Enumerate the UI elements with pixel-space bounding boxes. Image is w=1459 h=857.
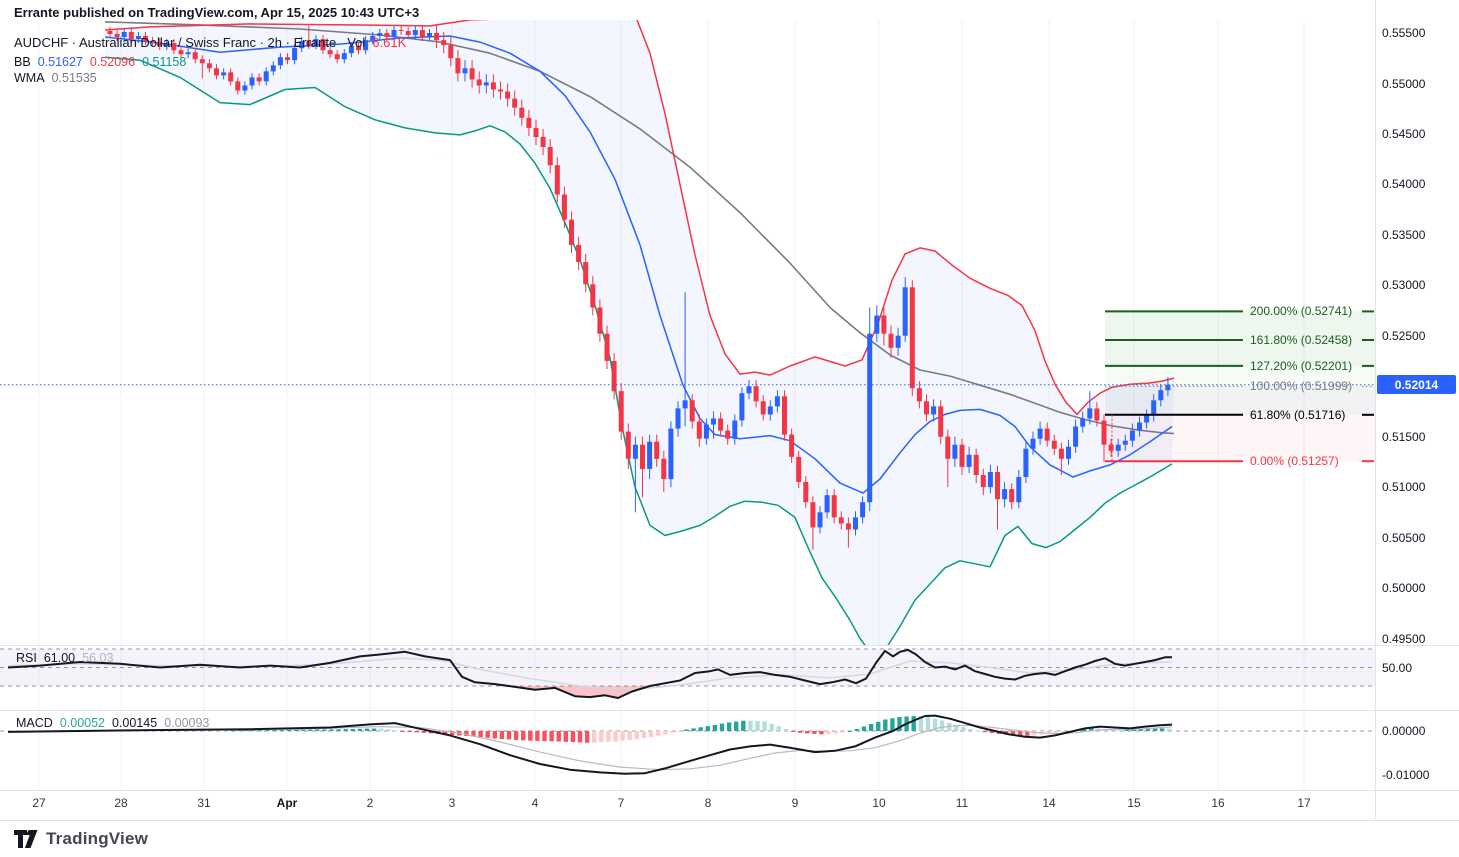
tradingview-logo-icon[interactable] [14, 829, 38, 849]
time-axis-label: 15 [1127, 796, 1141, 810]
rsi-label: RSI [16, 651, 37, 665]
rsi-value: 61.00 [43, 651, 76, 665]
price-axis-label: 0.52500 [1382, 328, 1426, 343]
macd-line [7, 714, 1173, 775]
macd-axis-label: -0.01000 [1382, 768, 1430, 782]
publish-header: Errante published on TradingView.com, Ap… [14, 5, 420, 20]
bb-upper-line [104, 20, 1175, 416]
rsi-legend: RSI 61.00 56.03 [16, 651, 113, 665]
time-axis-label: 31 [197, 796, 211, 810]
time-axis-label: 11 [955, 796, 969, 810]
fib-level-label: 161.80% (0.52458) [1250, 333, 1353, 347]
rsi-pane[interactable] [0, 648, 1375, 699]
fib-level-label: 100.00% (0.51999) [1250, 379, 1353, 394]
fib-zone-fill [1105, 386, 1375, 415]
gridlines [38, 20, 1305, 790]
macd-signal-line [7, 724, 1173, 771]
fib-zone-fill [1105, 365, 1375, 387]
volume-value: 6.61K [372, 35, 407, 50]
candles-layer [107, 24, 1171, 550]
time-axis-label: 7 [617, 796, 625, 810]
chart-canvas[interactable] [0, 0, 1459, 820]
fib-zone-fill [1105, 311, 1375, 340]
time-axis-label: 8 [704, 796, 712, 810]
time-axis-label: 4 [531, 796, 539, 810]
bb-lower-value: 0.51158 [142, 55, 187, 69]
macd-signal-value: 0.00093 [164, 716, 210, 730]
bb-lower-line [104, 56, 1173, 645]
wma-label: WMA [14, 71, 45, 85]
price-axis-label: 0.54000 [1382, 177, 1426, 192]
fib-zone-fill [1105, 340, 1375, 366]
fib-level-label: 127.20% (0.52201) [1250, 358, 1353, 373]
price-axis-label: 0.49500 [1382, 631, 1426, 646]
bb-fill [105, 20, 1174, 645]
price-axis-label: 0.54500 [1382, 126, 1426, 141]
bb-upper-value: 0.52096 [89, 55, 136, 69]
price-axis-label: 0.55000 [1382, 76, 1426, 91]
macd-hist-value: 0.00052 [59, 716, 105, 730]
bb-legend: BB 0.51627 0.52096 0.51158 [14, 55, 186, 69]
macd-line-value: 0.00145 [112, 716, 158, 730]
symbol-title: AUDCHF · Australian Dollar / Swiss Franc… [14, 35, 337, 50]
price-axis-label: 0.50000 [1382, 581, 1426, 595]
price-axis-label: 0.55500 [1382, 26, 1426, 40]
symbol-legend: AUDCHF · Australian Dollar / Swiss Franc… [14, 35, 406, 50]
price-axis-label: 0.50500 [1382, 530, 1426, 545]
price-axis-label: 0.53500 [1382, 227, 1426, 242]
wma-line [104, 21, 1175, 435]
footer: TradingView [0, 820, 1459, 857]
time-axis-label: 9 [791, 796, 799, 810]
bb-label: BB [14, 55, 31, 69]
rsi-line [7, 648, 1172, 699]
price-axis-label: 0.53000 [1382, 278, 1426, 293]
macd-label: MACD [16, 716, 53, 730]
time-axis-label: 27 [32, 796, 46, 810]
macd-pane[interactable] [0, 714, 1375, 775]
bb-basis-value: 0.51627 [37, 55, 83, 69]
price-axis-label: 0.51500 [1382, 429, 1426, 444]
pane-separators [0, 0, 1459, 819]
volume-label: Vol [347, 35, 366, 50]
time-axis-label: 17 [1297, 796, 1311, 810]
time-axis-label: 10 [872, 796, 886, 810]
chart-area[interactable] [0, 0, 1459, 820]
rsi-ma-value: 56.03 [82, 651, 114, 665]
footer-brand[interactable]: TradingView [46, 829, 149, 848]
wma-value: 0.51535 [51, 71, 97, 85]
macd-axis-label: 0.00000 [1382, 724, 1426, 738]
wma-legend: WMA 0.51535 [14, 71, 97, 85]
time-axis-label: 2 [366, 796, 374, 810]
rsi-axis-label: 50.00 [1382, 660, 1413, 675]
current-price-badge: 0.52014 [1377, 375, 1456, 395]
time-axis-label: 16 [1211, 796, 1225, 810]
time-axis-label: 14 [1042, 796, 1056, 810]
fib-level-label: 61.80% (0.51716) [1250, 407, 1346, 422]
price-axis-label: 0.51000 [1382, 480, 1426, 495]
fib-zone-fill [1105, 414, 1375, 462]
time-axis-label: 28 [114, 796, 128, 810]
rsi-ma-line [7, 657, 1173, 691]
time-axis-label: 3 [448, 796, 456, 810]
price-pane[interactable] [0, 15, 1375, 655]
macd-legend: MACD 0.00052 0.00145 0.00093 [16, 716, 209, 730]
time-axis-label: Apr [276, 796, 298, 810]
fib-level-label: 0.00% (0.51257) [1250, 454, 1339, 469]
fib-level-label: 200.00% (0.52741) [1250, 304, 1353, 319]
